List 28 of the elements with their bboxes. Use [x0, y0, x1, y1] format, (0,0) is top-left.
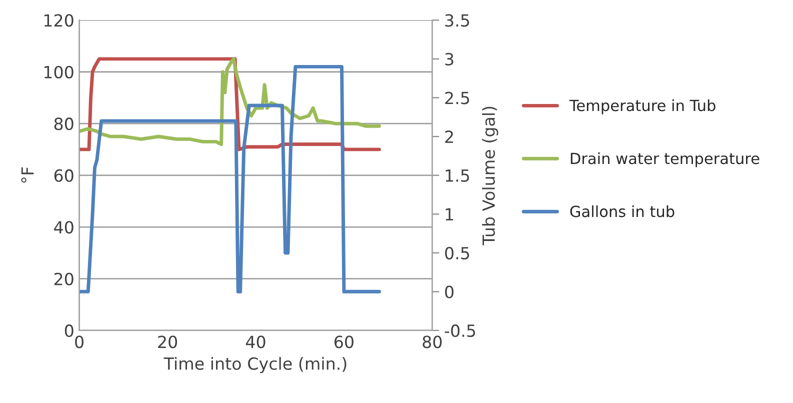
y-tick-label: 0 [64, 324, 74, 338]
legend-label: Drain water temperature [570, 152, 760, 168]
y-tick-label: 80 [54, 118, 74, 130]
y2-tick-label: 0.5 [445, 246, 470, 260]
legend-label: Temperature in Tub [569, 99, 716, 114]
x-tick-label: 0 [75, 336, 84, 348]
y-tick-label: 100 [44, 66, 74, 78]
x-tick-label: 20 [158, 336, 178, 348]
y2-tick-label: 2 [445, 130, 453, 143]
legend-label: Gallons in tub [570, 205, 674, 218]
y2-tick-label: 3 [445, 52, 454, 66]
x-tick-label: 60 [334, 336, 354, 348]
x-tick-label: 80 [422, 336, 442, 348]
y-tick-label: 20 [54, 272, 74, 286]
y2-tick-label: 3.5 [445, 14, 470, 27]
y-axis-title: °F [21, 167, 34, 183]
x-tick-label: 40 [246, 336, 266, 348]
line-series [79, 64, 381, 294]
x-axis-title: Time into Cycle (min.) [164, 357, 346, 374]
y2-tick-label: 1.5 [446, 169, 470, 182]
y2-tick-label: 1 [446, 208, 454, 220]
y2-tick-label: 0 [445, 286, 454, 298]
y2-axis-title: Tub Volume (gal) [482, 106, 498, 246]
y2-tick-label: 2.5 [445, 92, 470, 104]
y2-tick-label: -0.5 [444, 324, 476, 338]
y-tick-label: 120 [44, 14, 74, 27]
y-tick-label: 40 [54, 220, 74, 234]
y-tick-label: 60 [54, 169, 74, 182]
